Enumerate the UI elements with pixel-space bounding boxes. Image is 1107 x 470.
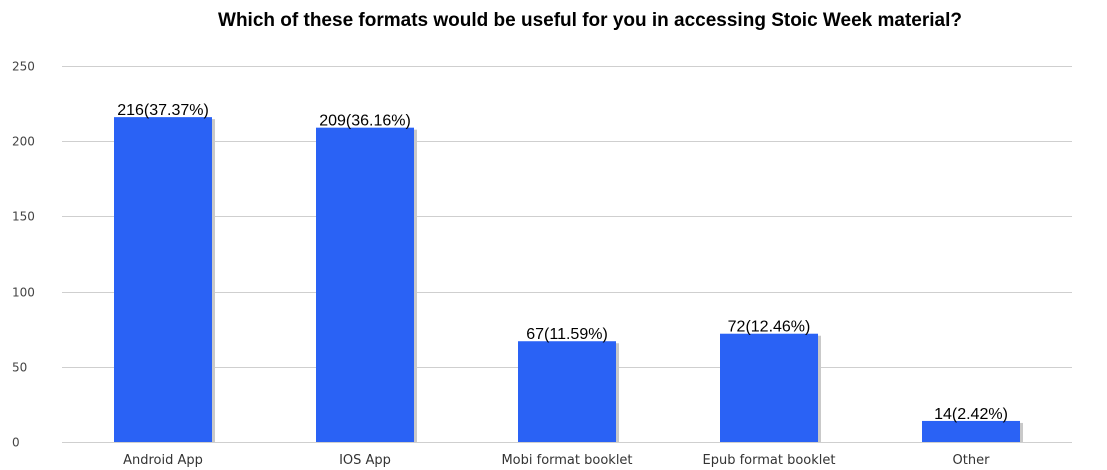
x-tick-label: Epub format booklet (703, 453, 836, 468)
y-tick-label: 50 (12, 361, 27, 375)
bar-epub-format-booklet (720, 333, 818, 442)
y-tick-label: 250 (12, 60, 35, 74)
data-label: 14(2.42%) (934, 406, 1008, 423)
data-label: 216(37.37%) (117, 102, 209, 119)
y-tick-label: 150 (12, 210, 35, 224)
x-tick-label: Mobi format booklet (501, 453, 632, 468)
bar-other (922, 420, 1020, 442)
y-axis-ticks: 0 50 100 150 200 250 (12, 60, 35, 450)
y-tick-label: 200 (12, 135, 35, 149)
data-label: 72(12.46%) (728, 319, 811, 336)
x-tick-label: Other (953, 453, 991, 468)
bar-android-app (114, 117, 212, 443)
data-label: 67(11.59%) (526, 326, 608, 343)
bar-mobi-format-booklet (518, 341, 616, 442)
data-labels: 216(37.37%) 209(36.16%) 67(11.59%) 72(12.46… (117, 102, 1008, 423)
grid-layer (62, 66, 1072, 443)
x-tick-label: IOS App (339, 453, 391, 468)
bar-ios-app (316, 127, 414, 442)
bars (114, 117, 1023, 443)
x-axis-ticks: Android App IOS App Mobi format booklet Epu… (123, 453, 990, 468)
y-tick-label: 0 (12, 436, 20, 450)
x-tick-label: Android App (123, 453, 203, 468)
chart-title: Which of these formats would be useful f… (218, 10, 962, 31)
data-label: 209(36.16%) (319, 113, 411, 130)
y-tick-label: 100 (12, 286, 35, 300)
